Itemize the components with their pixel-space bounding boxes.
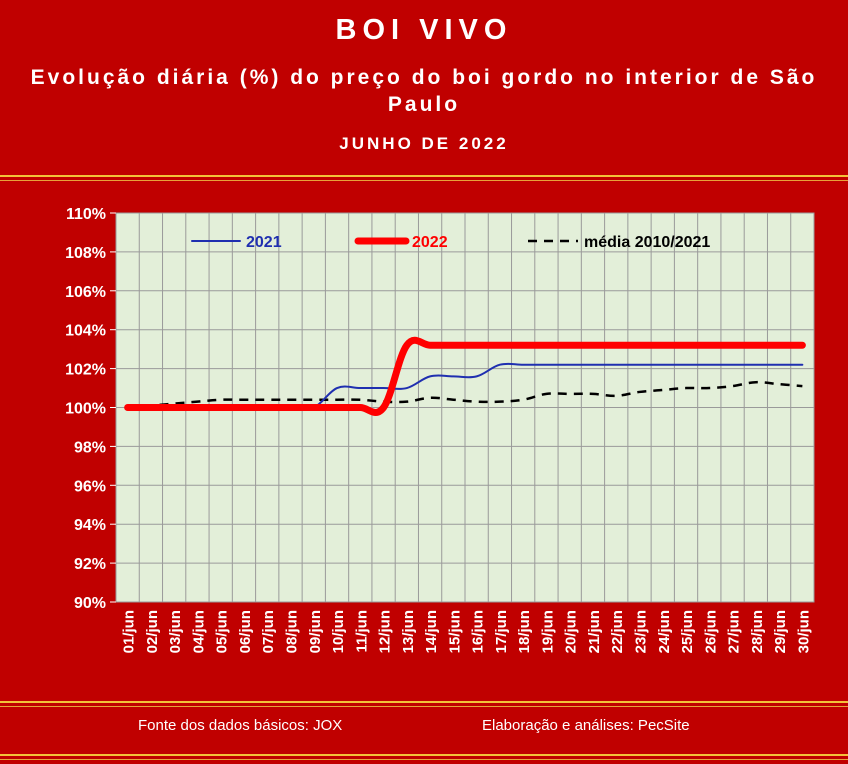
x-tick-label: 18/jun — [516, 610, 533, 653]
y-tick-label: 110% — [66, 206, 106, 223]
source-note: Fonte dos dados básicos: JOX — [138, 717, 343, 734]
chart-footer: Fonte dos dados básicos: JOX Elaboração … — [0, 714, 848, 738]
x-tick-label: 13/jun — [400, 610, 417, 653]
divider-bottom — [0, 701, 848, 703]
x-tick-label: 27/jun — [726, 610, 743, 653]
x-tick-label: 02/jun — [144, 610, 161, 653]
chart-subtitle: Evolução diária (%) do preço do boi gord… — [30, 66, 818, 116]
divider-footer-thin — [0, 759, 848, 760]
y-tick-label: 106% — [65, 284, 106, 301]
x-tick-label: 06/jun — [237, 610, 254, 653]
legend-label: 2021 — [246, 234, 282, 251]
y-tick-label: 92% — [74, 556, 106, 573]
x-tick-label: 11/jun — [353, 610, 370, 653]
x-tick-label: 17/jun — [493, 610, 510, 653]
line-chart: 90%92%94%96%98%100%102%104%106%108%110% … — [65, 206, 815, 653]
x-tick-label: 25/jun — [679, 610, 696, 653]
x-tick-label: 26/jun — [702, 610, 719, 653]
x-tick-label: 19/jun — [539, 610, 556, 653]
series-lines — [124, 336, 806, 416]
y-tick-label: 100% — [65, 401, 106, 418]
x-tick-label: 16/jun — [470, 610, 487, 653]
x-tick-label: 03/jun — [167, 610, 184, 653]
x-tick-label: 09/jun — [307, 610, 324, 653]
y-tick-label: 98% — [74, 439, 106, 456]
series-line-media — [127, 380, 803, 409]
x-tick-label: 15/jun — [446, 610, 463, 653]
x-tick-label: 01/jun — [121, 610, 138, 653]
divider-bottom-thin — [0, 706, 848, 707]
y-tick-label: 104% — [65, 323, 106, 340]
divider-top — [0, 175, 848, 177]
legend-label: 2022 — [412, 234, 448, 251]
x-tick-label: 10/jun — [330, 610, 347, 653]
series-line-2022 — [124, 336, 806, 416]
credit-note: Elaboração e análises: PecSite — [482, 717, 690, 734]
x-tick-label: 24/jun — [656, 610, 673, 653]
y-tick-label: 102% — [65, 362, 106, 379]
x-tick-label: 14/jun — [423, 610, 440, 653]
y-tick-label: 108% — [65, 245, 106, 262]
x-axis-ticks: 01/jun 02/jun 03/jun 04/jun 05/jun 06/jun 07/j… — [121, 610, 813, 653]
x-tick-label: 12/jun — [377, 610, 394, 653]
x-tick-label: 23/jun — [633, 610, 650, 653]
x-tick-label: 20/jun — [563, 610, 580, 653]
chart-header: BOI VIVO Evolução diária (%) do preço do… — [0, 0, 848, 175]
divider-top-thin — [0, 180, 848, 181]
x-tick-label: 28/jun — [749, 610, 766, 653]
y-tick-label: 94% — [74, 517, 106, 534]
legend: 2021 2022 média 2010/2021 — [191, 234, 710, 251]
legend-label: média 2010/2021 — [584, 234, 710, 251]
divider-footer — [0, 754, 848, 756]
chart-title: BOI VIVO — [335, 14, 513, 46]
chart-period: JUNHO DE 2022 — [339, 134, 509, 153]
y-tick-label: 96% — [74, 478, 106, 495]
x-tick-label: 04/jun — [190, 610, 207, 653]
x-tick-label: 29/jun — [772, 610, 789, 653]
x-tick-label: 08/jun — [284, 610, 301, 653]
x-tick-label: 21/jun — [586, 610, 603, 653]
x-tick-label: 05/jun — [214, 610, 231, 653]
y-tick-label: 90% — [74, 595, 106, 612]
x-tick-label: 30/jun — [795, 610, 812, 653]
x-tick-label: 22/jun — [609, 610, 626, 653]
y-axis-ticks: 90% 92% 94% 96% 98% 100% 102% 104% 106% 108% 110% — [65, 206, 116, 612]
x-tick-label: 07/jun — [260, 610, 277, 653]
